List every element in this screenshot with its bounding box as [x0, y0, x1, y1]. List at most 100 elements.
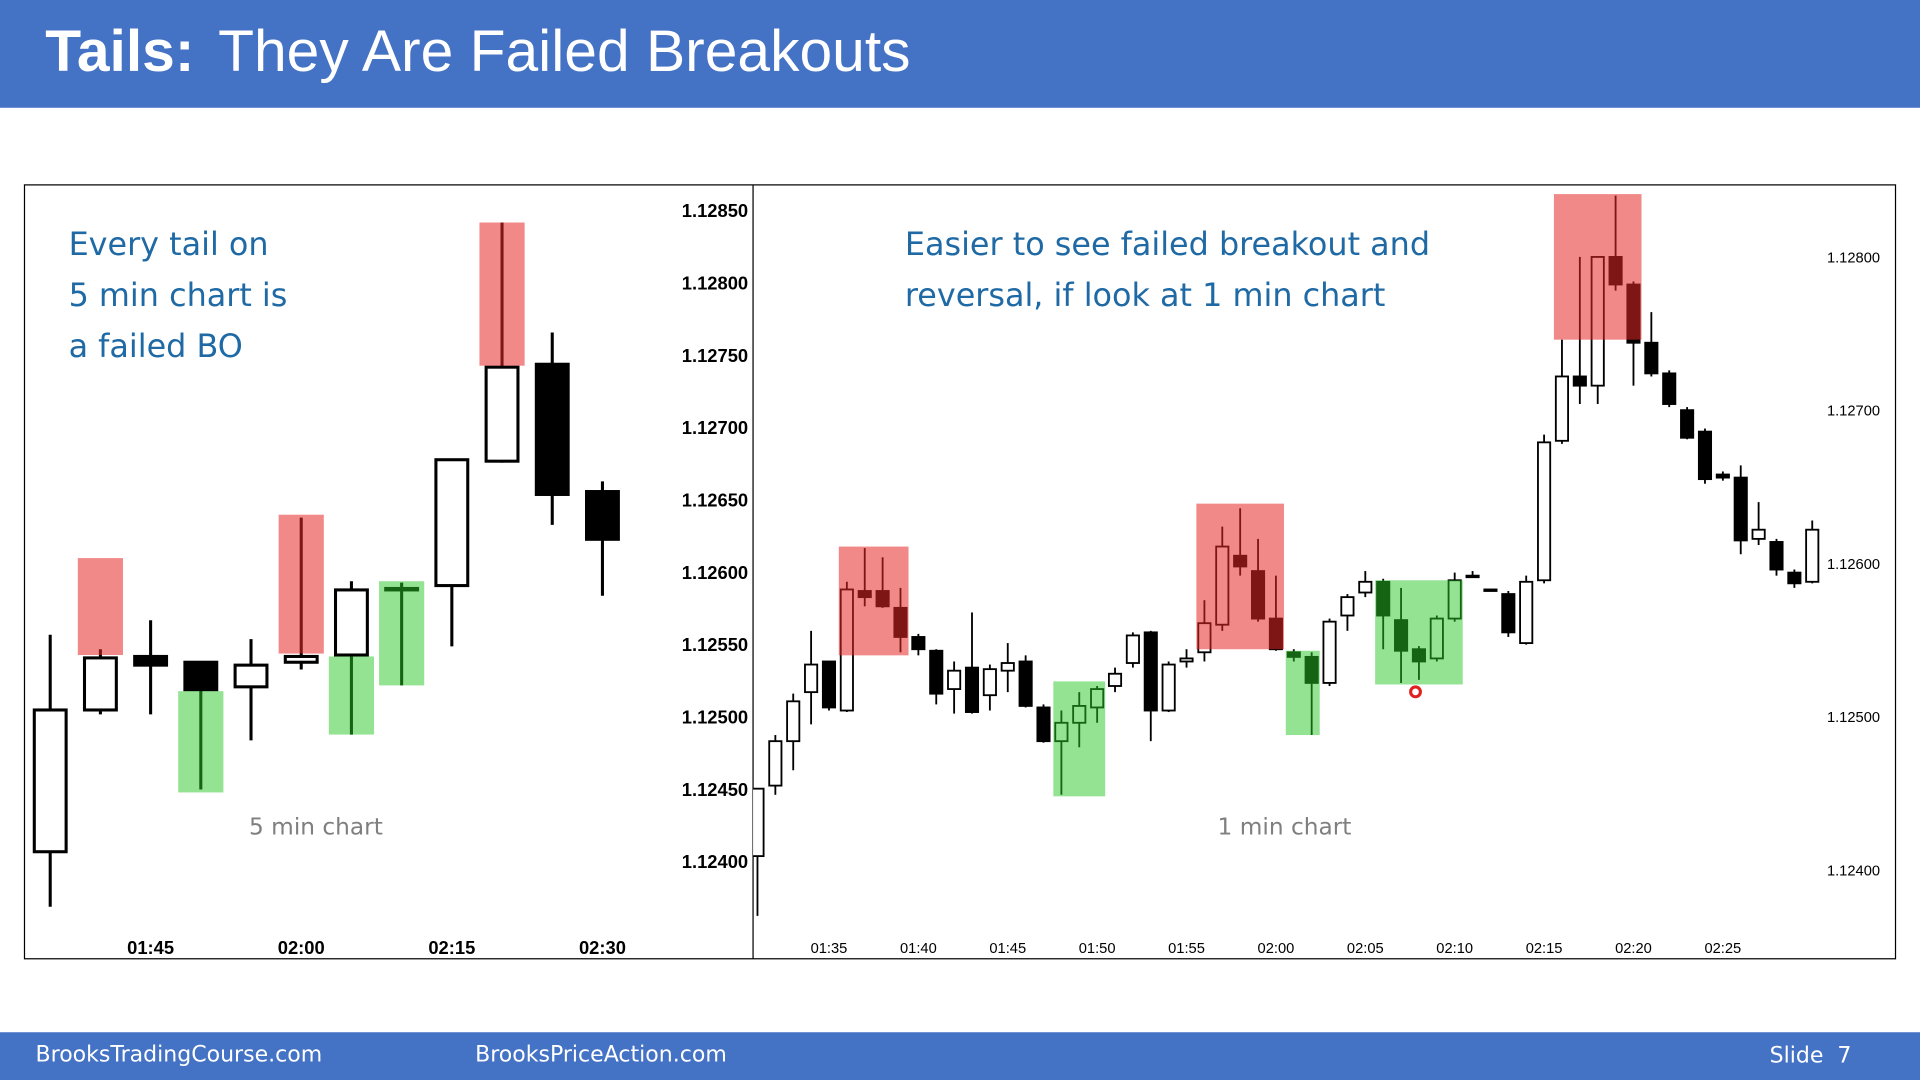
annotation-line: 5 min chart is	[69, 276, 288, 314]
x-tick-label: 02:25	[1704, 941, 1741, 957]
candle-body	[1018, 660, 1033, 707]
y-tick-label: 1.12550	[682, 634, 748, 655]
candle-body	[753, 787, 765, 858]
x-tick-label: 02:20	[1615, 941, 1652, 957]
candle-body	[1143, 631, 1158, 712]
tail-highlight	[479, 222, 525, 366]
candle-body	[786, 700, 801, 743]
y-tick-label: 1.12850	[682, 200, 748, 221]
y-tick-label: 1.12600	[682, 562, 748, 583]
x-tick-label: 01:45	[989, 941, 1026, 957]
candle-body	[82, 656, 118, 712]
candle-body	[183, 660, 219, 692]
y-tick-label: 1.12500	[682, 707, 748, 728]
candle-body	[585, 490, 620, 541]
y-tick-label: 1.12400	[682, 851, 748, 872]
candle-body	[1465, 574, 1480, 579]
chart-label: 1 min chart	[1218, 813, 1352, 840]
tail-highlight	[328, 656, 375, 735]
annotation-line: a failed BO	[69, 327, 243, 365]
y-tick-label: 1.12800	[682, 273, 748, 294]
candle-body	[1036, 706, 1051, 743]
candle-body	[534, 362, 570, 496]
slide-title: Tails: They Are Failed Breakouts	[45, 19, 910, 84]
x-tick-label: 01:55	[1168, 941, 1205, 957]
y-tick-label: 1.12750	[682, 345, 748, 366]
y-tick-label: 1.12450	[682, 779, 748, 800]
candle-body	[1107, 672, 1123, 687]
x-tick-label: 02:10	[1436, 941, 1473, 957]
candle-body	[434, 458, 470, 588]
tail-highlight	[1053, 681, 1106, 797]
candle-body	[1322, 620, 1337, 684]
annotation-line: Every tail on	[69, 225, 269, 263]
tail-highlight	[77, 558, 123, 656]
candle-body	[768, 740, 783, 787]
tail-highlight	[278, 514, 324, 654]
candle-body	[1715, 473, 1730, 479]
candle-body	[1358, 580, 1373, 594]
candle-body	[1697, 430, 1713, 481]
tail-highlight	[379, 581, 425, 686]
plot-area	[753, 194, 1820, 916]
candle-body	[1662, 372, 1677, 405]
candle-body	[333, 588, 369, 657]
x-tick-label: 02:05	[1347, 941, 1384, 957]
candle-body	[821, 660, 837, 709]
candle-body	[1483, 588, 1498, 592]
y-tick-label: 1.12700	[682, 417, 748, 438]
x-tick-label: 02:15	[1526, 941, 1563, 957]
candle-body	[1161, 663, 1176, 712]
candle-body	[233, 663, 269, 689]
footer-left: BrooksTradingCourse.com	[36, 1043, 323, 1068]
candle-body	[1751, 528, 1766, 540]
candle-body	[283, 654, 319, 664]
x-tick-label: 01:50	[1079, 941, 1116, 957]
y-tick-label: 1.12800	[1827, 250, 1880, 266]
plot-area	[32, 222, 620, 907]
candle-body	[1733, 476, 1748, 542]
candle-body	[1644, 341, 1659, 375]
x-tick-label: 02:15	[428, 937, 475, 958]
y-tick-label: 1.12600	[1827, 557, 1880, 573]
tail-highlight	[1196, 503, 1284, 650]
tail-highlight	[178, 691, 224, 793]
x-tick-label: 01:35	[811, 941, 848, 957]
annotation-line: Easier to see failed breakout and	[905, 225, 1430, 263]
cursor-dot	[1409, 685, 1422, 699]
title-bold: Tails:	[45, 19, 194, 84]
candle-body	[804, 663, 819, 694]
tail-highlight	[838, 546, 909, 656]
candle-body	[1501, 593, 1516, 634]
candle-body	[947, 669, 962, 690]
tail-highlight	[1285, 650, 1320, 736]
x-tick-label: 01:40	[900, 941, 937, 957]
tail-highlight	[1375, 580, 1463, 685]
slide-number: Slide 7	[1770, 1044, 1852, 1069]
y-tick-label: 1.12400	[1827, 863, 1880, 879]
tail-highlight	[1553, 194, 1642, 340]
candle-body	[1805, 528, 1820, 583]
candle-body	[964, 666, 980, 713]
candle-body	[1769, 541, 1784, 571]
candle-body	[1554, 375, 1569, 442]
chart-label: 5 min chart	[249, 813, 383, 840]
candle-body	[32, 708, 68, 854]
candle-body	[1179, 657, 1194, 663]
charts: 1.12850 1.12800 1.12750 1.12700 1.12650 1.126…	[32, 194, 1880, 958]
candle-body	[929, 649, 944, 695]
candle-body	[133, 654, 169, 667]
x-tick-label: 02:00	[1258, 941, 1295, 957]
candle-body	[1680, 409, 1695, 439]
annotation-line: reversal, if look at 1 min chart	[905, 276, 1385, 314]
candle-body	[1519, 580, 1534, 645]
candle-body	[484, 365, 520, 463]
x-tick-label: 02:30	[579, 937, 626, 958]
candle-body	[1787, 571, 1802, 585]
header-bar	[0, 0, 1920, 108]
candle-body	[1125, 634, 1140, 664]
y-tick-label: 1.12500	[1827, 710, 1880, 726]
candle-body	[1340, 596, 1355, 617]
